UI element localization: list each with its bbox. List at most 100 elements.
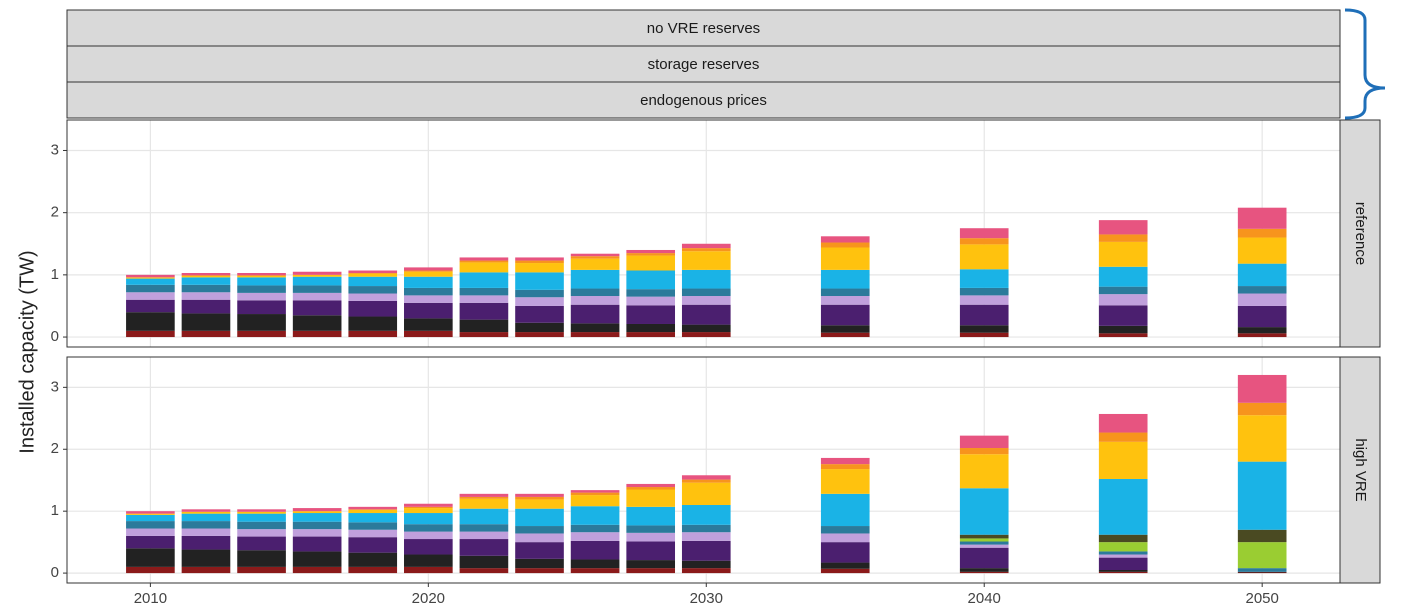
strip xyxy=(66,45,1341,83)
bar-segment xyxy=(1098,286,1148,295)
y-tick-label: 2 xyxy=(51,440,59,457)
bar-segment xyxy=(959,332,1009,338)
bar-segment xyxy=(181,277,231,285)
bar-segment xyxy=(459,508,509,525)
bar-segment xyxy=(459,287,509,296)
bar-segment xyxy=(820,568,870,574)
bar-segment xyxy=(820,296,870,305)
bar-segment xyxy=(1237,305,1287,328)
bar-segment xyxy=(404,539,453,555)
bar-segment xyxy=(1237,228,1287,238)
bar-segment xyxy=(1237,207,1287,229)
bar-segment xyxy=(404,503,453,507)
bar-segment xyxy=(237,509,286,512)
bar-segment xyxy=(459,498,509,509)
bar-segment xyxy=(1237,415,1287,462)
bar-segment xyxy=(348,529,398,538)
bar-segment xyxy=(959,571,1009,574)
strip xyxy=(1339,119,1381,348)
bar-segment xyxy=(181,272,231,276)
bar-segment xyxy=(459,493,509,497)
bar-segment xyxy=(820,288,870,297)
x-tick-label: 2040 xyxy=(968,590,1001,607)
bar-segment xyxy=(820,247,870,270)
bar-segment xyxy=(348,566,398,574)
bar-segment xyxy=(515,542,564,559)
bar-segment xyxy=(237,566,286,574)
bar-segment xyxy=(1098,441,1148,479)
y-tick-label: 3 xyxy=(51,141,59,158)
bar-segment xyxy=(292,292,342,301)
bar-segment xyxy=(1098,551,1148,555)
bar-segment xyxy=(292,529,342,537)
bar-segment xyxy=(348,522,398,530)
bar-segment xyxy=(404,318,453,331)
y-tick-label: 0 xyxy=(51,564,59,581)
bar-segment xyxy=(126,299,175,313)
bar-segment xyxy=(959,544,1009,548)
x-tick-label: 2030 xyxy=(690,590,723,607)
bar-segment xyxy=(404,270,453,272)
bar-segment xyxy=(181,528,231,536)
bar-segment xyxy=(570,253,620,257)
bar-segment xyxy=(820,269,870,289)
bar-segment xyxy=(1237,327,1287,334)
bar-segment xyxy=(1237,374,1287,403)
bar-segment xyxy=(515,558,564,569)
bar-segment xyxy=(1098,478,1148,535)
bar-segment xyxy=(820,304,870,326)
bar-segment xyxy=(820,526,870,534)
bar-segment xyxy=(348,272,398,274)
bar-segment xyxy=(570,540,620,560)
bar-segment xyxy=(459,496,509,499)
bar-segment xyxy=(237,275,286,278)
bar-segment xyxy=(404,554,453,567)
bar-segment xyxy=(292,274,342,277)
bar-segment xyxy=(570,532,620,541)
bar-segment xyxy=(459,272,509,288)
bar-segment xyxy=(1237,572,1287,574)
bar-segment xyxy=(404,271,453,277)
bar-segment xyxy=(181,275,231,278)
bar-segment xyxy=(681,504,731,525)
bar-segment xyxy=(959,244,1009,270)
bar-segment xyxy=(348,506,398,510)
y-tick-label: 1 xyxy=(51,266,59,283)
bar-segment xyxy=(515,499,564,509)
bar-segment xyxy=(181,521,231,529)
bar-segment xyxy=(126,514,175,522)
bar-segment xyxy=(959,228,1009,239)
bar-segment xyxy=(348,276,398,287)
bar-segment xyxy=(1237,263,1287,287)
bar-segment xyxy=(404,276,453,288)
bar-segment xyxy=(681,296,731,305)
bar-segment xyxy=(626,525,676,533)
bar-segment xyxy=(292,285,342,293)
bar-segment xyxy=(237,529,286,537)
bar-segment xyxy=(681,540,731,561)
bar-segment xyxy=(515,533,564,543)
bar-segment xyxy=(237,513,286,522)
bar-segment xyxy=(459,260,509,263)
bar-segment xyxy=(292,566,342,574)
bar-segment xyxy=(459,262,509,273)
bar-segment xyxy=(404,330,453,338)
strip xyxy=(1339,356,1381,584)
bar-segment xyxy=(1098,557,1148,570)
bar-segment xyxy=(820,542,870,563)
bar-segment xyxy=(681,475,731,480)
bar-segment xyxy=(959,295,1009,305)
bar-segment xyxy=(237,521,286,530)
bar-segment xyxy=(459,568,509,574)
bar-segment xyxy=(348,509,398,510)
bar-segment xyxy=(626,255,676,271)
bar-segment xyxy=(181,284,231,293)
bar-segment xyxy=(1237,529,1287,543)
bar-segment xyxy=(237,550,286,567)
bar-segment xyxy=(515,568,564,574)
bar-segment xyxy=(959,568,1009,572)
bar-segment xyxy=(292,513,342,522)
bar-segment xyxy=(126,278,175,285)
bar-segment xyxy=(1098,413,1148,433)
bar-segment xyxy=(126,277,175,279)
